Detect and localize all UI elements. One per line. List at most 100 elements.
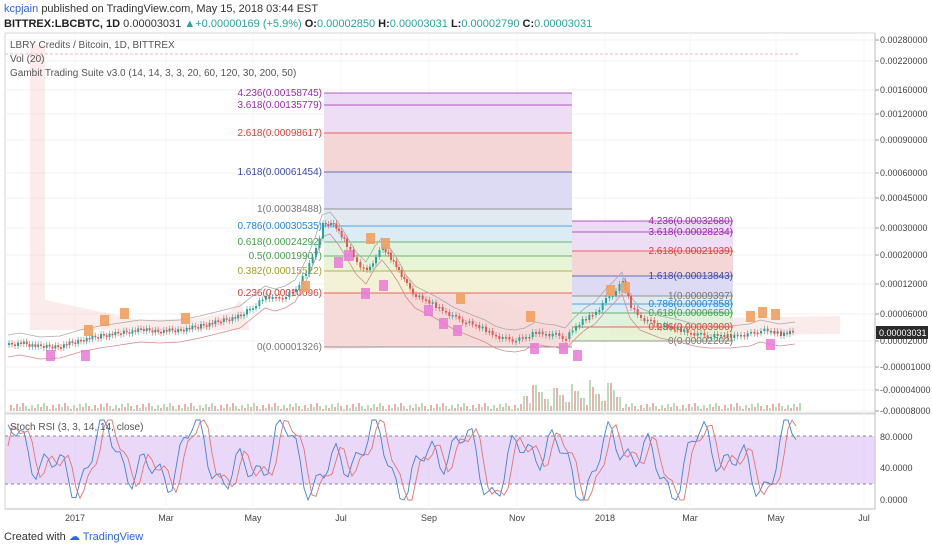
volume-bar [463, 403, 465, 411]
candle-body [28, 344, 31, 347]
volume-bar [508, 406, 510, 411]
candle-body [591, 315, 594, 317]
candle-body [165, 329, 168, 332]
volume-bar [304, 405, 306, 411]
volume-bar [502, 407, 504, 411]
open-value: 0.00002850 [316, 18, 376, 30]
volume-bar [139, 408, 141, 411]
volume-bar [160, 408, 162, 411]
volume-bar [232, 403, 234, 411]
volume-bar [430, 405, 432, 411]
candle-body [726, 334, 729, 337]
author-link[interactable]: kcpjain [4, 3, 39, 15]
volume-bar [181, 408, 183, 411]
price-tick-label: 0.00002000 [880, 336, 928, 346]
volume-bar [553, 388, 555, 411]
volume-bar [265, 408, 267, 411]
candle-body [140, 328, 142, 330]
candle-body [157, 329, 160, 332]
volume-bar [157, 405, 159, 411]
candle-body [478, 325, 481, 329]
candle-body [225, 318, 228, 320]
volume-bar [625, 404, 627, 411]
time-tick-label: Jul [858, 513, 870, 523]
volume-bar [523, 396, 525, 411]
volume-bar [373, 404, 375, 411]
price-change: +0.00000169 (+5.9%) [195, 18, 302, 30]
volume-bar [787, 405, 789, 411]
candle-body [743, 335, 746, 337]
volume-bar [118, 408, 120, 411]
candle-body [723, 335, 726, 337]
candle-body [425, 299, 427, 301]
time-tick-label: May [767, 513, 785, 523]
candle-body [673, 327, 676, 330]
fib-zone [572, 232, 733, 251]
volume-bar [676, 406, 678, 411]
candle-body [252, 308, 254, 310]
fib-zone [572, 327, 733, 341]
volume-bar [73, 405, 75, 411]
volume-bar [511, 409, 513, 411]
candle-body [281, 298, 284, 300]
fib-zone [324, 133, 572, 172]
volume-bar [622, 408, 624, 411]
volume-bar [217, 409, 219, 411]
candle-body [17, 342, 19, 346]
candle-body [395, 261, 398, 267]
candle-body [343, 237, 346, 239]
candle-body [359, 262, 362, 268]
candle-body [780, 331, 782, 336]
symbol-label: BITTREX:LBCBTC, 1D [4, 18, 121, 30]
volume-bar [385, 409, 387, 411]
volume-bar [409, 405, 411, 411]
volume-bar [286, 408, 288, 411]
fib-zone [324, 93, 572, 105]
current-price-tag [876, 326, 928, 339]
candle-body [14, 344, 16, 346]
candle-body [756, 332, 759, 335]
volume-bar [616, 397, 618, 411]
volume-bar [799, 403, 801, 411]
candle-body [518, 337, 521, 341]
volume-bar [688, 404, 690, 411]
volume-bar [133, 409, 135, 411]
candle-body [565, 339, 567, 341]
footer-created: Created with [4, 531, 66, 543]
volume-bar [175, 409, 177, 411]
volume-bar [652, 403, 654, 411]
volume-bar [307, 408, 309, 411]
volume-bar [400, 403, 402, 411]
candle-body [441, 307, 444, 311]
signal-markers [46, 233, 780, 361]
volume-bar [301, 409, 303, 411]
volume-bar [679, 409, 681, 411]
volume-bar [529, 403, 531, 411]
candle-body [335, 223, 338, 229]
fib-retracement-2[interactable]: 4.236(0.00032680)3.618(0.00028234) 2.618(… [572, 216, 733, 347]
volume-bar [568, 402, 570, 411]
volume-bar [187, 407, 189, 411]
fib-retracement-1[interactable]: 4.236(0.00158745)3.618(0.00135779) 2.618(… [237, 88, 572, 353]
sell-signal-icon [573, 350, 582, 361]
candle-body [151, 330, 154, 333]
candle-body [660, 326, 662, 329]
candle-body [525, 337, 527, 339]
volume-bar [211, 403, 213, 411]
volume-bar [520, 404, 522, 411]
tradingview-logo[interactable]: ☁ TradingView [68, 531, 144, 543]
candle-body [51, 346, 54, 349]
candle-body [77, 339, 80, 344]
volume-bar [82, 407, 84, 411]
volume-bar [340, 406, 342, 411]
volume-bar [535, 385, 537, 411]
volume-bar [391, 408, 393, 411]
volume-bar [424, 406, 426, 411]
volume-bar [10, 405, 12, 411]
volume-bar [733, 407, 735, 411]
volume-bar [439, 407, 441, 411]
volume-bar [370, 408, 372, 411]
buy-signal-icon [456, 293, 465, 304]
volume-bar [403, 406, 405, 411]
